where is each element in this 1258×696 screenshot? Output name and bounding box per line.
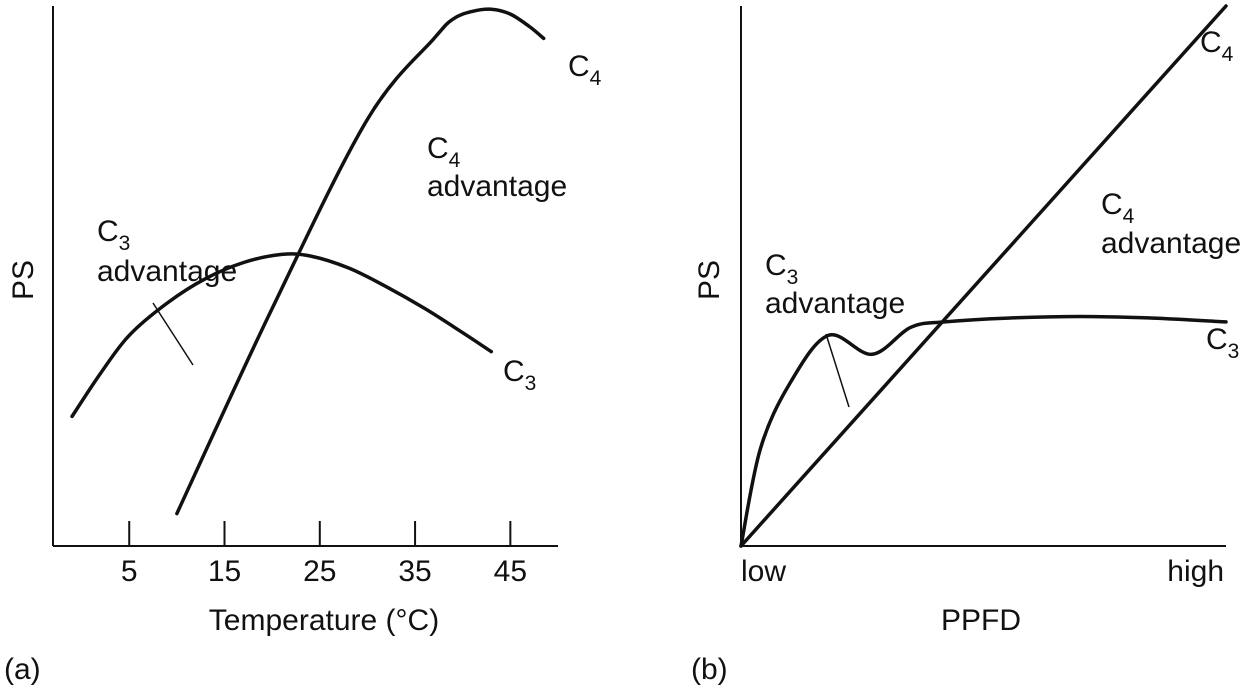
panel-a-x-tick-label: 35: [398, 555, 431, 588]
panel-a-c4-advantage-main: C: [427, 132, 449, 165]
panel-b-c3-series-label-main: C: [1206, 323, 1228, 356]
panel-b: PS low high PPFD C4 C3 C4 advantage C3 a…: [691, 4, 1241, 686]
panel-b-c4-advantage-sub: 4: [1123, 205, 1135, 228]
panel-a-c4-series-label-sub: 4: [590, 67, 602, 90]
panel-b-c3-series-label: C3: [1206, 323, 1239, 363]
panel-b-c3-advantage-leader: [825, 333, 850, 408]
panel-a-ticks: 5 15 25 35 45: [121, 521, 527, 588]
panel-b-c3-advantage-sub: 3: [787, 266, 799, 289]
panel-a-x-tick-label: 25: [303, 555, 336, 588]
panel-b-c4-advantage-main: C: [1101, 188, 1123, 221]
panel-a-c4-series-label: C4: [568, 50, 602, 90]
panel-a-c3-curve: [70, 252, 494, 419]
panel-b-c4-series-label: C4: [1200, 26, 1234, 66]
panel-b-c4-series-label-main: C: [1200, 26, 1222, 59]
panel-b-c4-advantage-label: C4: [1101, 188, 1135, 228]
panel-b-c3-series-label-sub: 3: [1228, 340, 1240, 363]
panel-b-x-label: PPFD: [941, 604, 1021, 637]
panel-a: 5 15 25 35 45 PS Temperature (°C) C4 C3 C4 a…: [4, 6, 602, 686]
panel-b-c4-advantage-text: advantage: [1101, 227, 1241, 260]
panel-a-c3-advantage-leader: [152, 302, 194, 366]
panel-b-c3-curve: [739, 314, 1228, 548]
panel-a-c3-advantage-label: C3: [97, 215, 130, 255]
panel-a-c3-advantage-sub: 3: [119, 232, 131, 255]
panel-a-c3-series-label-sub: 3: [525, 372, 537, 395]
panel-a-c3-advantage-main: C: [97, 215, 119, 248]
panel-a-c4-advantage-sub: 4: [449, 149, 461, 172]
panel-b-c3-advantage-main: C: [765, 249, 787, 282]
panel-a-c3-series-label-main: C: [503, 355, 525, 388]
panel-b-x-tick-low: low: [741, 555, 786, 588]
panel-b-c3-advantage-text: advantage: [765, 287, 905, 320]
panel-a-x-tick-label: 45: [494, 555, 527, 588]
panel-b-c3-advantage-label: C3: [765, 249, 798, 289]
panel-a-c4-advantage-text: advantage: [427, 170, 567, 203]
panel-a-c4-curve: [175, 7, 546, 516]
panel-b-c4-series-label-sub: 4: [1222, 43, 1234, 66]
panel-b-c4-curve: [739, 4, 1228, 548]
panel-a-x-tick-label: 15: [208, 555, 241, 588]
panel-a-label: (a): [4, 653, 41, 686]
panel-a-c3-advantage-text: advantage: [97, 255, 237, 288]
panel-a-x-label: Temperature (°C): [209, 604, 439, 637]
panel-a-c3-series-label: C3: [503, 355, 536, 395]
panel-b-x-tick-high: high: [1167, 555, 1224, 588]
panel-b-y-label: PS: [693, 260, 726, 300]
panel-b-label: (b): [691, 653, 728, 686]
panel-a-c4-series-label-main: C: [568, 50, 590, 83]
panel-a-y-label: PS: [7, 260, 40, 300]
panel-a-x-tick-label: 5: [121, 555, 138, 588]
panel-a-c4-advantage-label: C4: [427, 132, 461, 172]
